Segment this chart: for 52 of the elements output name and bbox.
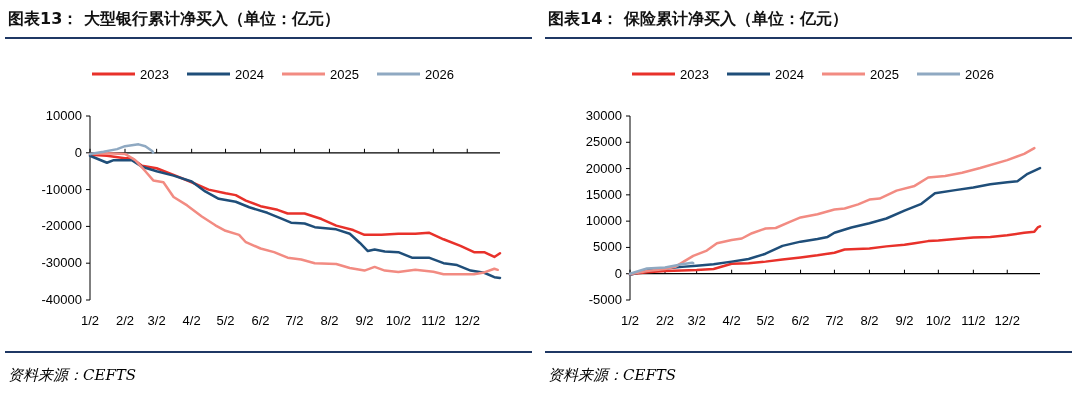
x-tick-label: 7/2: [825, 313, 844, 328]
legend-label: 2023: [680, 67, 709, 82]
legend-label: 2023: [140, 67, 169, 82]
x-tick-label: 6/2: [251, 313, 270, 328]
y-tick-label: 10000: [45, 108, 82, 123]
y-tick-label: 10000: [585, 213, 622, 229]
x-tick-label: 5/2: [756, 313, 775, 328]
x-tick-label: 9/2: [895, 313, 914, 328]
x-tick-label: 1/2: [80, 313, 100, 328]
chart-title: 图表13： 大型银行累计净买入（单位：亿元）: [8, 9, 340, 28]
text: 资料来源：CEFTS: [548, 366, 677, 384]
x-tick-label: 7/2: [285, 313, 304, 328]
legend-label: 2025: [330, 67, 359, 82]
y-tick-label: 30000: [585, 108, 622, 123]
x-tick-label: 9/2: [355, 313, 374, 328]
y-tick-label: 20000: [585, 160, 622, 176]
x-tick-label: 5/2: [216, 313, 235, 328]
y-tick-label: -5000: [588, 292, 622, 307]
line-series: [88, 143, 155, 156]
y-tick-label: -30000: [41, 255, 82, 271]
x-tick-label: 12/2: [994, 313, 1020, 328]
x-tick-label: 4/2: [722, 313, 741, 328]
x-tick-label: 8/2: [320, 313, 339, 328]
text: 资料来源：CEFTS: [8, 366, 137, 384]
chart-title: 图表14： 保险累计净买入（单位：亿元）: [548, 9, 848, 28]
legend-label: 2025: [870, 67, 899, 82]
y-tick-label: 5000: [593, 239, 622, 255]
x-tick-label: 2/2: [655, 313, 675, 328]
y-tick-label: 15000: [585, 186, 622, 202]
x-tick-label: 8/2: [860, 313, 879, 328]
x-tick-label: 11/2: [961, 313, 986, 328]
x-tick-label: 1/2: [620, 313, 640, 328]
legend-label: 2026: [965, 67, 994, 82]
x-tick-label: 4/2: [182, 313, 201, 328]
y-tick-label: -10000: [41, 181, 82, 197]
legend-label: 2024: [235, 67, 264, 82]
x-tick-label: 10/2: [385, 313, 411, 328]
y-tick-label: 25000: [585, 134, 622, 150]
x-tick-label: 2/2: [115, 313, 135, 328]
x-tick-label: 3/2: [147, 313, 166, 328]
legend-label: 2026: [425, 67, 454, 82]
legend-label: 2024: [775, 67, 804, 82]
x-tick-label: 11/2: [421, 313, 446, 328]
x-tick-label: 3/2: [687, 313, 706, 328]
x-tick-label: 12/2: [454, 313, 480, 328]
y-tick-label: 0: [74, 144, 82, 160]
x-tick-label: 10/2: [925, 313, 951, 328]
y-tick-label: -20000: [41, 218, 82, 234]
line-series: [628, 261, 695, 275]
y-tick-label: 0: [614, 265, 622, 281]
x-tick-label: 6/2: [791, 313, 810, 328]
y-tick-label: -40000: [41, 292, 82, 307]
